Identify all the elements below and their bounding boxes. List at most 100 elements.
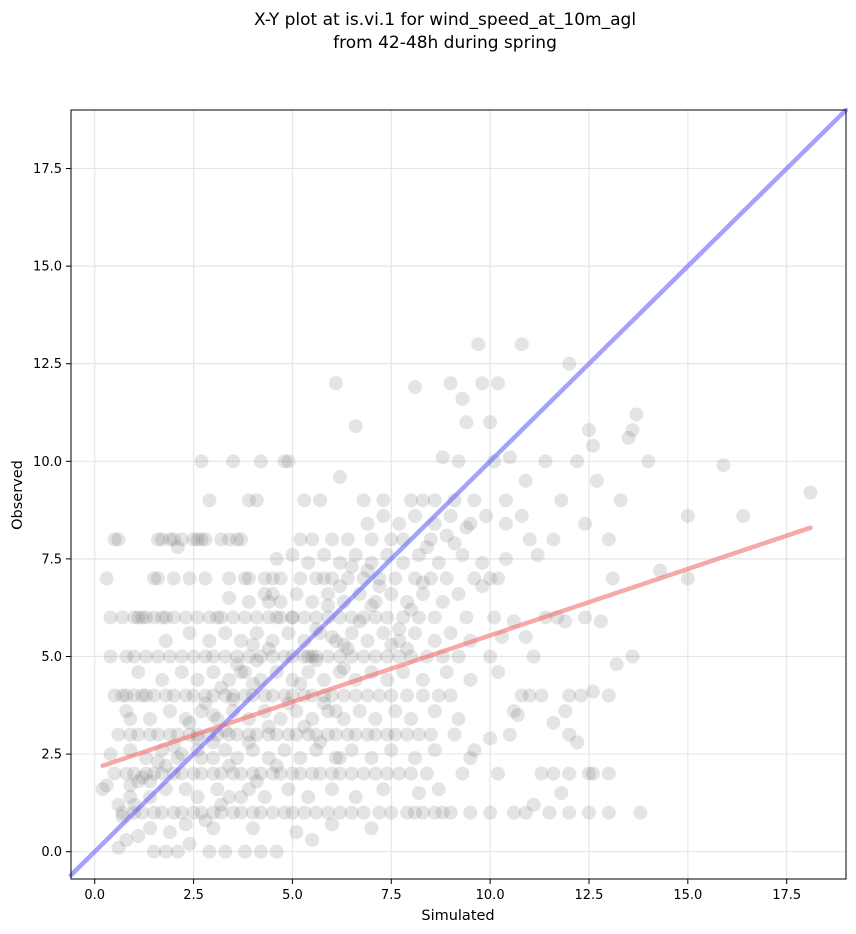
data-point <box>415 688 430 703</box>
data-point <box>463 750 478 765</box>
data-point <box>332 766 347 781</box>
data-point <box>170 844 185 859</box>
data-point <box>451 711 466 726</box>
data-point <box>182 571 197 586</box>
data-point <box>131 829 146 844</box>
data-point <box>455 766 470 781</box>
data-point <box>408 380 423 395</box>
data-point <box>127 610 142 625</box>
data-point <box>392 649 407 664</box>
data-point <box>404 766 419 781</box>
data-point <box>344 610 359 625</box>
data-point <box>301 727 316 742</box>
data-point <box>265 649 280 664</box>
data-point <box>293 532 308 547</box>
data-point <box>154 672 169 687</box>
data-point <box>245 805 260 820</box>
data-point <box>166 610 181 625</box>
data-point <box>309 805 324 820</box>
data-point <box>285 805 300 820</box>
data-point <box>245 821 260 836</box>
data-point <box>230 657 245 672</box>
data-point <box>396 555 411 570</box>
data-point <box>321 727 336 742</box>
data-point <box>380 672 395 687</box>
data-point <box>372 579 387 594</box>
data-point <box>562 688 577 703</box>
data-point <box>404 711 419 726</box>
data-point <box>285 610 300 625</box>
data-point <box>218 743 233 758</box>
data-point <box>143 821 158 836</box>
data-point <box>336 661 351 676</box>
data-point <box>154 610 169 625</box>
data-point <box>344 559 359 574</box>
data-point <box>419 766 434 781</box>
y-axis-label: Observed <box>10 460 26 530</box>
data-point <box>601 805 616 820</box>
data-point <box>629 407 644 422</box>
data-point <box>360 727 375 742</box>
data-point <box>257 571 272 586</box>
data-point <box>558 614 573 629</box>
data-point <box>297 493 312 508</box>
data-point <box>459 610 474 625</box>
data-point <box>107 532 122 547</box>
data-point <box>147 688 162 703</box>
data-point <box>206 750 221 765</box>
data-point <box>483 805 498 820</box>
data-point <box>368 594 383 609</box>
data-point <box>241 649 256 664</box>
data-point <box>289 704 304 719</box>
data-point <box>411 548 426 563</box>
data-point <box>562 356 577 371</box>
data-point <box>241 727 256 742</box>
data-point <box>388 704 403 719</box>
data-point <box>170 540 185 555</box>
data-point <box>234 766 249 781</box>
data-point <box>400 641 415 656</box>
data-point <box>317 571 332 586</box>
data-point <box>526 797 541 812</box>
data-point <box>317 672 332 687</box>
data-point <box>253 844 268 859</box>
data-point <box>336 688 351 703</box>
data-point <box>415 493 430 508</box>
data-point <box>154 805 169 820</box>
data-point <box>261 610 276 625</box>
data-point <box>451 649 466 664</box>
data-point <box>222 790 237 805</box>
x-tick-label: 10.0 <box>476 888 505 903</box>
data-point <box>491 376 506 391</box>
data-point <box>328 750 343 765</box>
data-point <box>158 633 173 648</box>
data-point <box>218 688 233 703</box>
data-point <box>305 711 320 726</box>
data-point <box>305 649 320 664</box>
data-point <box>625 423 640 438</box>
data-point <box>269 844 284 859</box>
data-point <box>530 548 545 563</box>
chart-title: X-Y plot at is.vi.1 for wind_speed_at_10… <box>254 10 636 30</box>
data-point <box>423 571 438 586</box>
data-point <box>131 727 146 742</box>
y-tick-label: 0.0 <box>41 845 62 860</box>
data-point <box>182 836 197 851</box>
data-point <box>360 688 375 703</box>
data-point <box>562 727 577 742</box>
data-point <box>443 688 458 703</box>
data-point <box>368 711 383 726</box>
data-point <box>534 766 549 781</box>
data-point <box>265 688 280 703</box>
data-point <box>265 766 280 781</box>
data-point <box>641 454 656 469</box>
data-point <box>241 493 256 508</box>
data-point <box>562 805 577 820</box>
data-point <box>578 610 593 625</box>
data-point <box>158 758 173 773</box>
data-point <box>127 688 142 703</box>
x-tick-label: 15.0 <box>673 888 702 903</box>
data-point <box>522 532 537 547</box>
data-point <box>150 532 165 547</box>
data-point <box>154 532 169 547</box>
